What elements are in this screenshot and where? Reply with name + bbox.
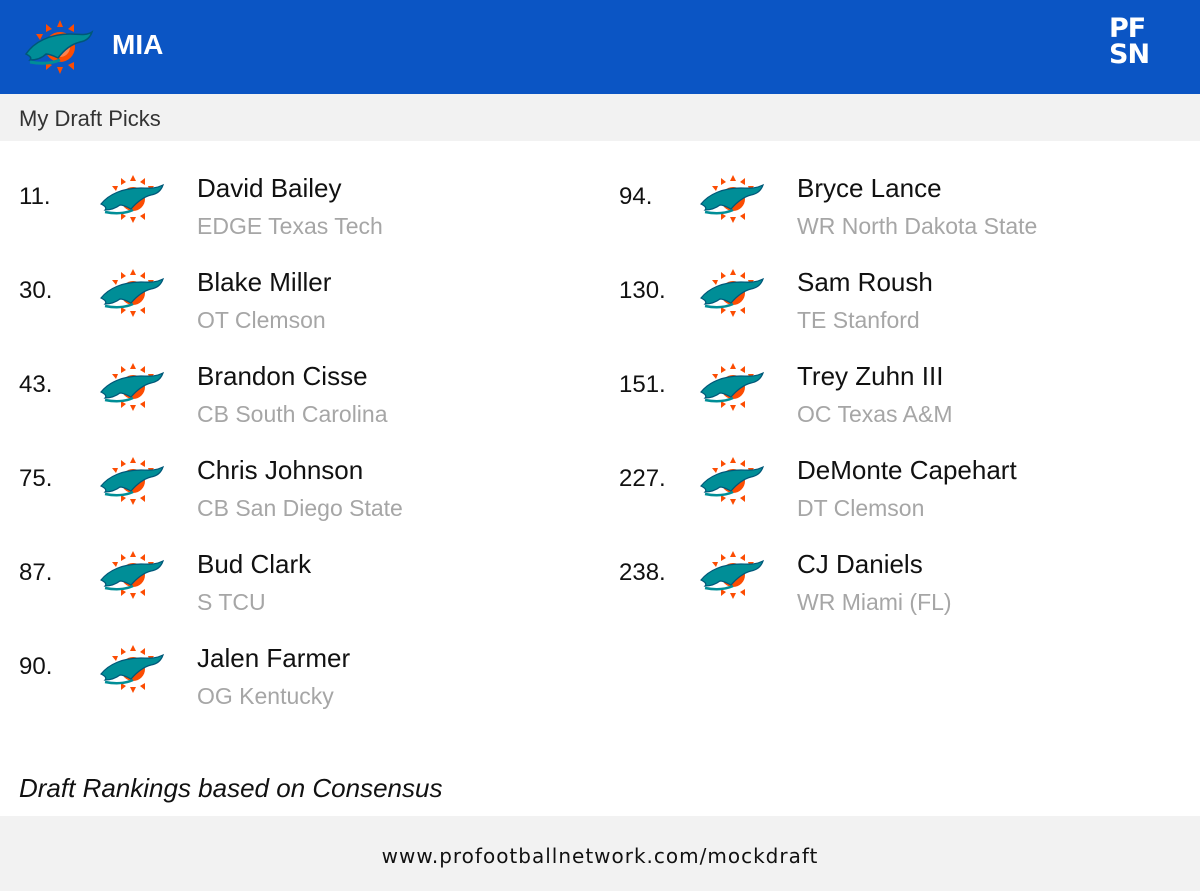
dolphins-logo-icon bbox=[697, 267, 769, 319]
brand-logo-top: PF bbox=[1109, 13, 1146, 44]
pick-item[interactable]: 30. Blake Miller OT Clemson bbox=[19, 235, 579, 333]
section-title-bar: My Draft Picks bbox=[0, 94, 1200, 141]
dolphins-logo-icon bbox=[97, 267, 169, 319]
player-name[interactable]: CJ Daniels bbox=[797, 549, 923, 579]
pick-item[interactable]: 87. Bud Clark S TCU bbox=[19, 517, 579, 615]
player-position-school: OC Texas A&M bbox=[797, 401, 953, 427]
pick-item[interactable]: 11. David Bailey EDGE Texas Tech bbox=[19, 141, 579, 239]
dolphins-logo-icon bbox=[697, 361, 769, 413]
pick-item[interactable]: 94. Bryce Lance WR North Dakota State bbox=[619, 141, 1179, 239]
pick-number: 227. bbox=[619, 465, 666, 492]
player-name[interactable]: DeMonte Capehart bbox=[797, 455, 1017, 485]
dolphins-logo-icon bbox=[97, 455, 169, 507]
footer-bar: www.profootballnetwork.com/mockdraft bbox=[0, 816, 1200, 891]
player-position-school: OG Kentucky bbox=[197, 683, 334, 709]
pick-item[interactable]: 90. Jalen Farmer OG Kentucky bbox=[19, 611, 579, 709]
dolphins-logo-icon bbox=[97, 549, 169, 601]
player-name[interactable]: Blake Miller bbox=[197, 267, 332, 297]
dolphins-logo-icon bbox=[697, 549, 769, 601]
pick-number: 43. bbox=[19, 371, 53, 398]
player-position-school: CB San Diego State bbox=[197, 495, 403, 521]
player-position-school: CB South Carolina bbox=[197, 401, 388, 427]
dolphins-logo-icon bbox=[97, 643, 169, 695]
pick-number: 94. bbox=[619, 183, 653, 210]
player-position-school: DT Clemson bbox=[797, 495, 925, 521]
pick-number: 30. bbox=[19, 277, 53, 304]
pick-number: 130. bbox=[619, 277, 666, 304]
dolphins-logo-icon bbox=[97, 361, 169, 413]
pick-number: 87. bbox=[19, 559, 53, 586]
pick-number: 11. bbox=[19, 183, 51, 210]
player-position-school: TE Stanford bbox=[797, 307, 920, 333]
player-name[interactable]: Brandon Cisse bbox=[197, 361, 368, 391]
pick-item[interactable]: 151. Trey Zuhn III OC Texas A&M bbox=[619, 329, 1179, 427]
player-position-school: WR Miami (FL) bbox=[797, 589, 952, 615]
pick-number: 75. bbox=[19, 465, 53, 492]
rankings-note: Draft Rankings based on Consensus bbox=[19, 773, 443, 803]
player-name[interactable]: Jalen Farmer bbox=[197, 643, 351, 673]
team-abbreviation: MIA bbox=[112, 29, 164, 60]
pick-item[interactable]: 238. CJ Daniels WR Miami (FL) bbox=[619, 517, 1179, 615]
draft-picks-list: 11. David Bailey EDGE Texas Tech 30. Blake M… bbox=[0, 141, 1200, 741]
player-position-school: EDGE Texas Tech bbox=[197, 213, 383, 239]
player-position-school: OT Clemson bbox=[197, 307, 326, 333]
player-name[interactable]: Sam Roush bbox=[797, 267, 933, 297]
player-name[interactable]: Bud Clark bbox=[197, 549, 312, 579]
player-name[interactable]: Bryce Lance bbox=[797, 173, 942, 203]
player-name[interactable]: Chris Johnson bbox=[197, 455, 364, 485]
header-bar: MIA PF SN bbox=[0, 0, 1200, 94]
pick-number: 238. bbox=[619, 559, 666, 586]
player-name[interactable]: David Bailey bbox=[197, 173, 342, 203]
player-position-school: S TCU bbox=[197, 589, 266, 615]
section-title: My Draft Picks bbox=[19, 106, 161, 131]
pick-number: 90. bbox=[19, 653, 53, 680]
dolphins-logo-icon bbox=[697, 455, 769, 507]
pfsn-logo-icon[interactable]: PF SN bbox=[1109, 13, 1161, 70]
dolphins-logo-icon bbox=[24, 20, 94, 74]
pick-item[interactable]: 75. Chris Johnson CB San Diego State bbox=[19, 423, 579, 521]
dolphins-logo-icon bbox=[97, 173, 169, 225]
brand-logo-bottom: SN bbox=[1109, 39, 1150, 70]
player-position-school: WR North Dakota State bbox=[797, 213, 1038, 239]
pick-item[interactable]: 43. Brandon Cisse CB South Carolina bbox=[19, 329, 579, 427]
dolphins-logo-icon bbox=[697, 173, 769, 225]
pick-item[interactable]: 130. Sam Roush TE Stanford bbox=[619, 235, 1179, 333]
pick-number: 151. bbox=[619, 371, 666, 398]
pick-item[interactable]: 227. DeMonte Capehart DT Clemson bbox=[619, 423, 1179, 521]
player-name[interactable]: Trey Zuhn III bbox=[797, 361, 944, 391]
footer-url[interactable]: www.profootballnetwork.com/mockdraft bbox=[381, 844, 819, 868]
